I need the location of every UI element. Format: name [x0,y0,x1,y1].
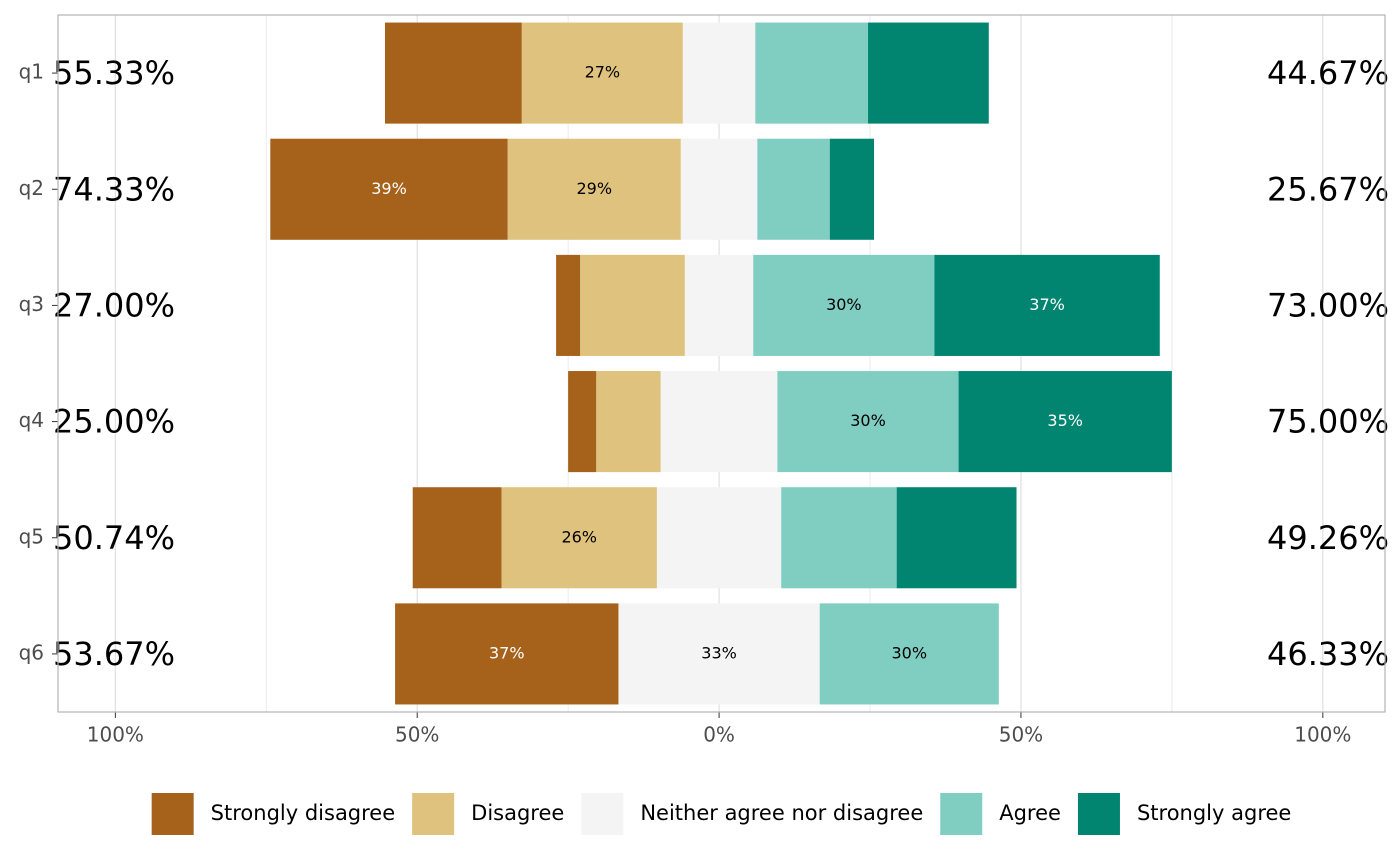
y-tick-label: q1 [19,60,44,84]
legend-label: Agree [999,801,1061,825]
value-label: 39% [371,179,407,198]
bar-segment [384,22,522,124]
y-tick-label: q6 [19,640,44,664]
low-total: 27.00% [53,286,175,324]
bar-segment [412,487,502,589]
bar-segment [501,487,657,589]
bar-segment [660,371,778,473]
high-total: 73.00% [1267,286,1389,324]
bar-segment [781,487,897,589]
bar-segment [580,254,685,356]
legend-key [581,793,624,835]
legend-label: Strongly disagree [211,801,395,825]
value-label: 30% [850,411,886,430]
legend-key [1077,793,1120,835]
low-total: 74.33% [53,170,175,208]
high-total: 44.67% [1267,54,1389,92]
x-tick-label: 50% [395,723,439,747]
bar-segment [395,603,619,705]
value-label: 33% [701,643,737,662]
bar-segment [684,254,754,356]
bar-segment [896,487,1017,589]
legend-key [940,793,983,835]
panel-background [58,15,1385,712]
y-tick-label: q4 [19,408,44,432]
bar-segment [270,138,508,240]
high-total: 25.67% [1267,170,1389,208]
x-tick-label: 100% [1294,723,1351,747]
value-label: 37% [1029,295,1065,314]
bar-segment [596,371,661,473]
value-label: 30% [826,295,862,314]
value-label: 37% [489,643,525,662]
bar-segment [934,254,1160,356]
bar-segment [656,487,782,589]
bar-segment [829,138,875,240]
legend-label: Neither agree nor disagree [640,801,923,825]
low-total: 50.74% [53,519,175,557]
bar-segment [757,138,830,240]
panel-border [57,14,1386,713]
bar-segment [680,138,758,240]
bar-segment [868,22,989,124]
low-total: 55.33% [53,54,175,92]
high-total: 49.26% [1267,519,1389,557]
y-tick-label: q3 [19,292,44,316]
high-total: 75.00% [1267,403,1389,441]
value-label: 26% [561,527,597,546]
y-tick-label: q2 [19,176,44,200]
x-tick-label: 100% [87,723,144,747]
y-tick-label: q5 [19,524,44,548]
x-tick-label: 50% [999,723,1043,747]
bar-segment [777,371,959,473]
bar-segment [958,371,1172,473]
bar-segment [521,22,683,124]
bar-segment [556,254,581,356]
low-total: 25.00% [53,403,175,441]
value-label: 30% [891,643,927,662]
legend-key [151,793,194,835]
value-label: 27% [585,63,621,82]
legend-label: Strongly agree [1137,801,1291,825]
legend-label: Disagree [471,801,564,825]
bar-segment [755,22,869,124]
bar-segment [568,371,597,473]
high-total: 46.33% [1267,635,1389,673]
x-tick-label: 0% [703,723,735,747]
bar-segment [753,254,935,356]
bar-segment [819,603,999,705]
bar-segment [507,138,681,240]
value-label: 35% [1047,411,1083,430]
legend-key [412,793,455,835]
value-label: 29% [577,179,613,198]
low-total: 53.67% [53,635,175,673]
bar-segment [618,603,820,705]
bar-segment [682,22,756,124]
